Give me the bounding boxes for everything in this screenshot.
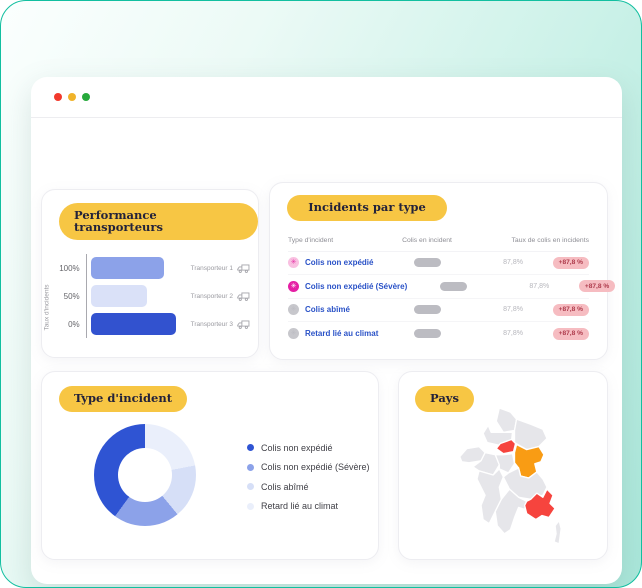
- pays-card: Pays: [398, 371, 608, 560]
- legend-item: Colis non expédié: [247, 438, 370, 458]
- bar-chart-y-axis-label: Taux d'incidents: [43, 284, 51, 331]
- value-pill-placeholder: [413, 258, 441, 268]
- legend-dot: [247, 463, 254, 471]
- table-row: ✳ Retard lié au climat 87,8% +87,8 %: [288, 322, 589, 346]
- column-header: Colis en incident: [402, 236, 452, 244]
- axis-tick: 50%: [63, 291, 80, 301]
- bar-chart-plot-area: [85, 254, 183, 338]
- value-pill-placeholder: [413, 329, 441, 339]
- delta-badge: +87,8 %: [578, 280, 616, 293]
- table-row: ✳ Colis non expédié 87,8% +87,8 %: [288, 252, 589, 275]
- incident-type-icon: ✳: [288, 304, 299, 316]
- incident-rate-value: 87,8%: [503, 306, 523, 314]
- incident-type-icon: ✳: [288, 280, 299, 292]
- column-header: Taux de colis en incidents: [511, 236, 589, 244]
- close-window-icon[interactable]: [54, 93, 62, 101]
- legend-item: Retard lié au climat: [247, 497, 370, 517]
- map-region-occitanie[interactable]: [494, 488, 528, 535]
- truck-icon: [237, 264, 250, 273]
- legend-dot: [247, 483, 254, 491]
- legend-item: Colis non expédié (Sévère): [247, 458, 370, 478]
- legend-dot: [247, 502, 254, 510]
- incidents-table-header: Type d'incident Colis en incident Taux d…: [288, 231, 589, 252]
- delta-badge: +87,8 %: [552, 327, 589, 340]
- zoom-window-icon[interactable]: [82, 93, 90, 101]
- dashboard-content: Performance transporteurs Taux d'inciden…: [31, 118, 622, 584]
- map-region-hauts-de-france[interactable]: [495, 407, 518, 434]
- delta-badge: +87,8 %: [552, 256, 589, 269]
- column-header: Type d'incident: [288, 236, 334, 244]
- axis-tick: 0%: [68, 319, 80, 329]
- value-pill-placeholder: [413, 305, 441, 315]
- browser-window: Performance transporteurs Taux d'inciden…: [31, 77, 622, 584]
- map-region-normandie[interactable]: [482, 424, 514, 447]
- map-region-pays-de-la-loire[interactable]: [472, 451, 500, 476]
- truck-icon: [237, 320, 250, 329]
- incident-type-link[interactable]: Colis abîmé: [305, 305, 350, 315]
- legend-item: Colis abîmé: [247, 477, 370, 497]
- incident-rate-value: 87,8%: [503, 259, 523, 267]
- incidents-table: Type d'incident Colis en incident Taux d…: [288, 231, 616, 346]
- donut-chart: [94, 424, 196, 526]
- transporteur-bar-chart: Taux d'incidents 100% 50% 0% Transporteu…: [44, 254, 250, 338]
- delta-badge: +87,8 %: [552, 303, 589, 316]
- minimize-window-icon[interactable]: [68, 93, 76, 101]
- map-region-ile-de-france[interactable]: [495, 438, 517, 455]
- bar-transporteur-2: [90, 285, 147, 307]
- map-region-centre-val-de-loire[interactable]: [494, 453, 516, 474]
- bar-category-label: Transporteur 2: [191, 282, 250, 310]
- legend-dot: [247, 444, 254, 452]
- incident-rate-value: 87,8%: [503, 330, 523, 338]
- performance-card-title: Performance transporteurs: [59, 203, 258, 240]
- value-pill-placeholder: [439, 281, 467, 291]
- incident-type-icon: ✳: [288, 328, 299, 340]
- map-region-grand-est[interactable]: [513, 418, 548, 451]
- incident-type-card-title: Type d'incident: [59, 386, 188, 412]
- incident-type-card: Type d'incident Colis non expédié Colis …: [41, 371, 379, 560]
- truck-icon: [237, 292, 250, 301]
- bar-category-label: Transporteur 3: [191, 310, 250, 338]
- table-row: ✳ Colis non expédié (Sévère) 87,8% +87,8 …: [288, 275, 616, 299]
- donut-legend: Colis non expédié Colis non expédié (Sév…: [247, 438, 370, 516]
- bar-transporteur-3: [90, 313, 177, 335]
- bar-category-label: Transporteur 1: [191, 254, 250, 282]
- incident-rate-value: 87,8%: [529, 282, 550, 290]
- incidents-card-title: Incidents par type: [287, 195, 447, 221]
- incidents-card: Incidents par type Type d'incident Colis…: [269, 182, 616, 360]
- performance-card: Performance transporteurs Taux d'inciden…: [41, 189, 259, 358]
- france-map: [451, 406, 576, 555]
- window-titlebar: [31, 77, 622, 118]
- table-row: ✳ Colis abîmé 87,8% +87,8 %: [288, 299, 589, 322]
- map-region-provence-alpes-cote-dazur[interactable]: [523, 488, 556, 521]
- axis-tick: 100%: [59, 263, 80, 273]
- pays-card-title: Pays: [415, 386, 474, 412]
- incident-type-link[interactable]: Colis non expédié: [305, 258, 374, 268]
- incident-type-link[interactable]: Colis non expédié (Sévère): [305, 281, 408, 291]
- map-region-corse[interactable]: [553, 519, 562, 545]
- donut-hole: [118, 448, 172, 502]
- incident-type-icon: ✳: [288, 257, 299, 269]
- bar-transporteur-1: [90, 257, 165, 279]
- incident-type-link[interactable]: Retard lié au climat: [305, 329, 379, 339]
